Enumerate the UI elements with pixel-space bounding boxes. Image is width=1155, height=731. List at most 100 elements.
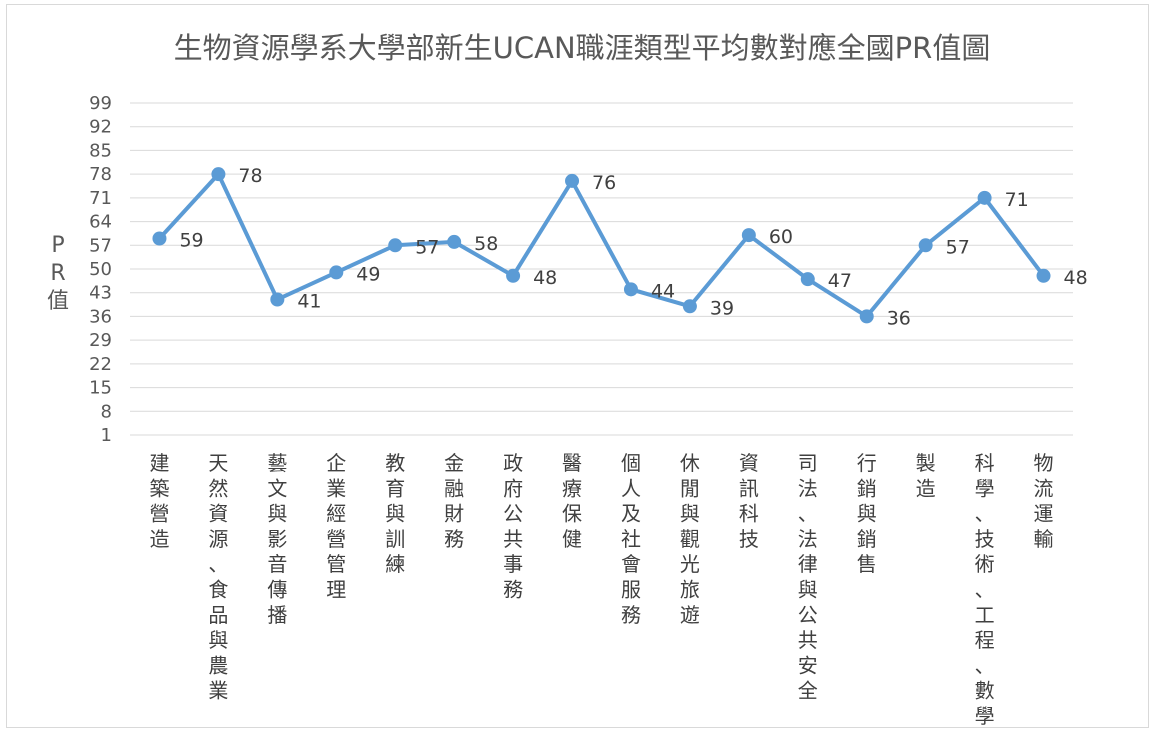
- y-tick-label: 8: [101, 401, 112, 422]
- x-category-label-char: 健: [562, 527, 582, 551]
- data-point: [859, 309, 874, 324]
- x-category-label: 科學、技術、工程、數學: [975, 451, 995, 728]
- x-category-label-char: 閒: [680, 476, 700, 500]
- x-category-label-char: 、: [975, 502, 995, 526]
- x-category-label-char: 流: [1034, 476, 1054, 500]
- chart-title: 生物資源學系大學部新生UCAN職涯類型平均數對應全國PR值圖: [174, 31, 991, 65]
- data-point: [506, 268, 521, 283]
- x-category-label-char: 工: [975, 603, 995, 627]
- x-category-label-char: 法: [798, 476, 818, 500]
- x-category-label-char: 學: [975, 704, 995, 728]
- x-category-label-char: 與: [385, 502, 405, 526]
- x-category-label-char: 科: [975, 451, 995, 475]
- x-category-label-char: 與: [208, 628, 228, 652]
- data-label: 39: [710, 297, 734, 319]
- series-line: [157, 172, 1046, 319]
- x-category-label-char: 法: [798, 527, 818, 551]
- x-category-label-char: 保: [562, 502, 582, 526]
- x-category-label-char: 經: [326, 502, 346, 526]
- data-label: 60: [769, 226, 793, 248]
- x-category-label-char: 物: [1034, 451, 1054, 475]
- x-category-label-char: 建: [149, 451, 169, 475]
- x-category-label-char: 源: [208, 527, 228, 551]
- data-labels: 59 78 41 49 57 58 48 76 44 39 60 47 36 57 71 48: [179, 165, 1087, 329]
- x-category-label-char: 、: [798, 502, 818, 526]
- x-category-label-char: 播: [267, 603, 287, 627]
- y-tick-label: 99: [89, 93, 112, 114]
- x-category-label-char: 食: [208, 578, 228, 602]
- x-category-label-char: 財: [444, 502, 464, 526]
- x-category-label-char: 訓: [385, 527, 405, 551]
- x-category-label-char: 技: [975, 527, 995, 551]
- x-category-label-char: 銷: [857, 476, 877, 500]
- data-point: [918, 238, 933, 253]
- data-label: 71: [1005, 189, 1029, 211]
- x-category-label-char: 藝: [267, 451, 287, 475]
- data-points: [152, 167, 1051, 324]
- x-category-label-char: 農: [208, 653, 228, 677]
- y-axis-label-char: 值: [47, 289, 69, 314]
- x-category-label-char: 程: [975, 628, 995, 652]
- x-category-label-char: 營: [149, 502, 169, 526]
- x-category-label-char: 、: [975, 578, 995, 602]
- y-tick-label: 29: [89, 330, 112, 351]
- data-point: [1036, 268, 1051, 283]
- x-category-label-char: 業: [326, 476, 346, 500]
- x-category-label-char: 務: [503, 578, 523, 602]
- x-category-label-char: 律: [798, 552, 818, 576]
- data-point: [741, 228, 756, 243]
- x-category-label-char: 育: [385, 476, 405, 500]
- y-tick-label: 15: [89, 378, 112, 399]
- x-category-label-char: 旅: [680, 578, 700, 602]
- y-tick-label: 43: [89, 283, 112, 304]
- x-category-label-char: 、: [208, 552, 228, 576]
- data-label: 48: [533, 267, 557, 289]
- x-category-label-char: 會: [621, 552, 641, 576]
- x-category-label: 製造: [916, 451, 936, 500]
- x-category-label-char: 事: [503, 552, 523, 576]
- x-category-label-char: 行: [857, 451, 877, 475]
- y-tick-label: 1: [101, 425, 112, 446]
- y-tick-label: 57: [89, 235, 112, 256]
- y-tick-label: 92: [89, 117, 112, 138]
- x-category-label-char: 療: [562, 476, 582, 500]
- x-category-label-char: 輸: [1034, 527, 1054, 551]
- y-axis-label-char: R: [50, 261, 65, 286]
- data-point: [211, 167, 226, 182]
- x-category-label-char: 個: [621, 451, 641, 475]
- x-category-label-char: 共: [798, 628, 818, 652]
- series-line-group: [157, 172, 1046, 319]
- data-point: [270, 292, 285, 307]
- x-category-label-char: 公: [503, 502, 523, 526]
- y-tick-label: 78: [89, 164, 112, 185]
- x-category-label-char: 融: [444, 476, 464, 500]
- x-category-label-char: 數: [975, 679, 995, 703]
- data-label: 48: [1064, 267, 1088, 289]
- x-category-label-char: 休: [680, 451, 700, 475]
- x-category-label-char: 金: [444, 451, 464, 475]
- x-category-label-char: 與: [857, 502, 877, 526]
- data-label: 49: [356, 263, 380, 285]
- data-point: [152, 231, 167, 246]
- data-point: [329, 265, 344, 280]
- x-category-label-char: 天: [208, 451, 228, 475]
- x-category-label-char: 資: [739, 451, 759, 475]
- x-category-label-char: 練: [385, 552, 405, 576]
- x-category-label-char: 管: [326, 552, 346, 576]
- x-category-label-char: 學: [975, 476, 995, 500]
- x-category-label-char: 音: [267, 552, 287, 576]
- x-category-label-char: 銷: [857, 527, 877, 551]
- x-category-label-char: 製: [916, 451, 936, 475]
- data-label: 47: [828, 270, 852, 292]
- x-category-label-char: 人: [621, 476, 641, 500]
- x-category-label-char: 與: [798, 578, 818, 602]
- x-category-label-char: 安: [798, 653, 818, 677]
- x-category-label-char: 觀: [680, 527, 700, 551]
